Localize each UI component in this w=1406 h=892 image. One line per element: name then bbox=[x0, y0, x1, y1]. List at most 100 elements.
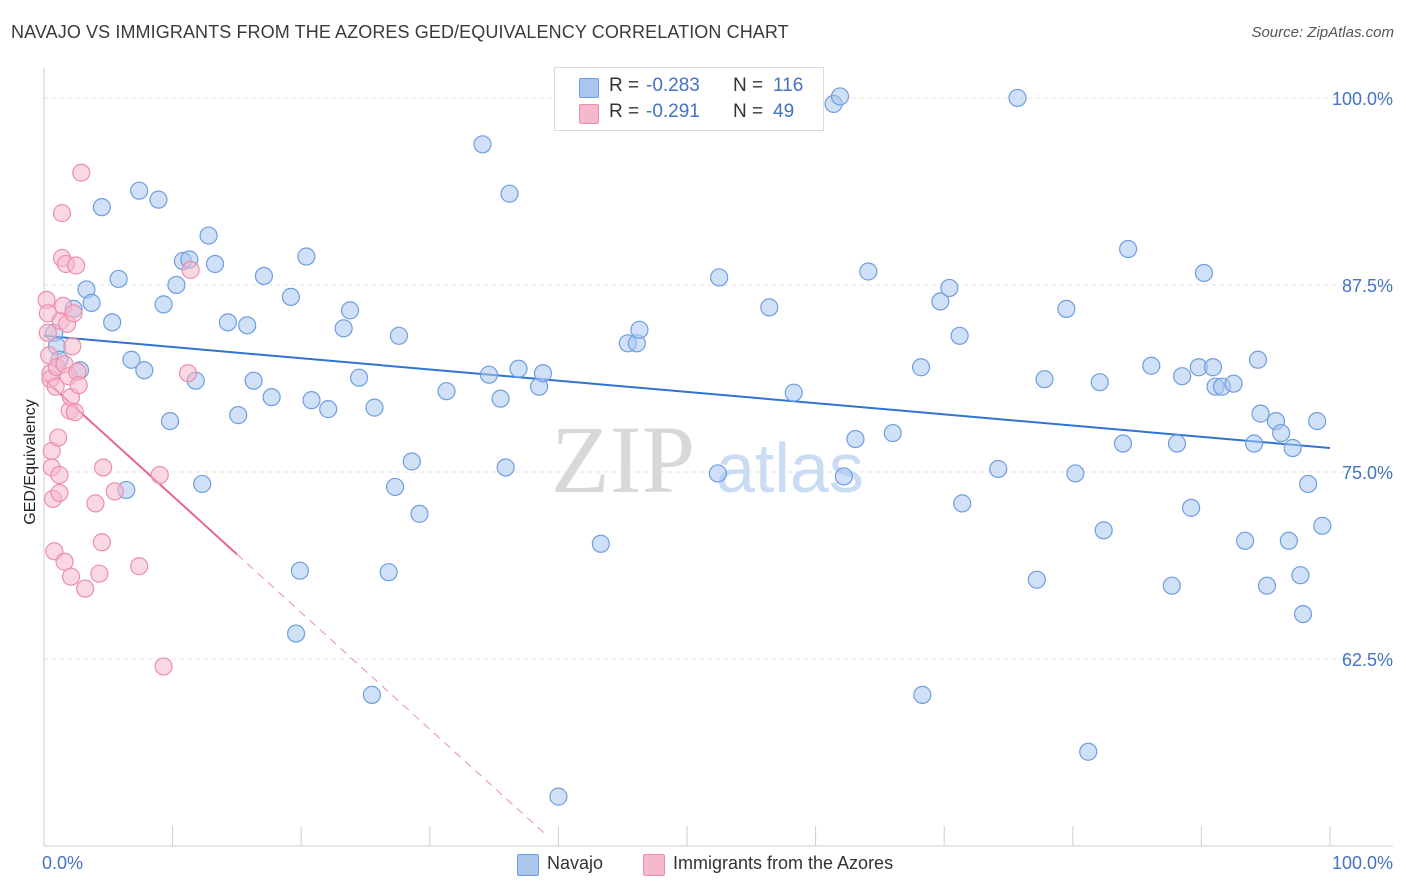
navajo-point bbox=[1118, 239, 1138, 259]
navajo-point bbox=[1245, 434, 1264, 453]
source-credit: Source: ZipAtlas.com bbox=[1251, 24, 1394, 41]
navajo-point bbox=[1283, 438, 1302, 458]
azores-point bbox=[46, 377, 65, 396]
navajo-point bbox=[1094, 521, 1113, 540]
azores-point bbox=[72, 163, 91, 182]
navajo-point bbox=[349, 368, 369, 387]
navajo-point bbox=[297, 247, 316, 266]
navajo-point bbox=[989, 459, 1008, 479]
chart-title: NAVAJO VS IMMIGRANTS FROM THE AZORES GED… bbox=[11, 22, 789, 42]
navajo-point bbox=[286, 624, 306, 643]
navajo-point bbox=[911, 358, 931, 377]
azores-point bbox=[63, 337, 82, 356]
y-tick-label: 75.0% bbox=[1342, 463, 1393, 483]
azores-point bbox=[50, 465, 69, 485]
x-tick-label: 0.0% bbox=[42, 853, 83, 873]
navajo-point bbox=[533, 364, 553, 383]
tick-labels: 62.5% 75.0% 87.5% 100.0% 0.0% 100.0% bbox=[42, 89, 1393, 873]
navajo-point bbox=[244, 371, 263, 390]
navajo-point bbox=[154, 295, 173, 314]
navajo-point bbox=[1291, 566, 1310, 585]
navajo-point bbox=[385, 477, 405, 497]
navajo-point bbox=[1027, 570, 1046, 589]
navajo-point bbox=[834, 467, 853, 486]
watermark: ZIP atlas bbox=[551, 406, 864, 513]
azores-point bbox=[50, 483, 69, 503]
legend-r-value: -0.291 bbox=[646, 101, 700, 122]
navajo-point bbox=[1182, 498, 1201, 517]
navajo-point bbox=[218, 313, 237, 332]
navajo-point bbox=[931, 292, 950, 311]
navajo-point bbox=[229, 406, 248, 425]
azores-point bbox=[178, 364, 198, 383]
navajo-point bbox=[262, 388, 281, 407]
watermark-zip: ZIP bbox=[551, 406, 695, 513]
navajo-point bbox=[340, 301, 360, 320]
navajo-point bbox=[630, 320, 649, 339]
navajo-point bbox=[1257, 576, 1277, 595]
legend-n-label: N = bbox=[733, 75, 764, 96]
navajo-point bbox=[473, 135, 492, 154]
legend-r-value: -0.283 bbox=[646, 75, 700, 96]
navajo-point bbox=[254, 266, 274, 286]
navajo-point bbox=[1236, 531, 1255, 550]
y-tick-label: 100.0% bbox=[1332, 89, 1393, 109]
navajo-point bbox=[437, 382, 456, 401]
navajo-point bbox=[122, 350, 141, 369]
watermark-atlas: atlas bbox=[716, 429, 864, 507]
navajo-point bbox=[784, 383, 803, 402]
legend-swatch-navajo bbox=[579, 78, 599, 98]
azores-point bbox=[64, 304, 83, 323]
azores-point bbox=[52, 204, 72, 223]
navajo-point bbox=[290, 561, 310, 580]
navajo-point bbox=[1079, 742, 1098, 761]
azores-point bbox=[61, 567, 81, 586]
navajo-point bbox=[319, 400, 338, 419]
navajo-point bbox=[1251, 404, 1270, 423]
navajo-point bbox=[135, 361, 154, 380]
navajo-point bbox=[591, 534, 610, 553]
navajo-point bbox=[362, 685, 382, 704]
navajo-point bbox=[1142, 356, 1161, 375]
azores-point bbox=[67, 256, 86, 275]
azores-point bbox=[65, 403, 84, 422]
navajo-point bbox=[1162, 576, 1181, 595]
navajo-point bbox=[402, 452, 421, 471]
azores-point bbox=[86, 494, 105, 513]
legend-n-label: N = bbox=[733, 101, 764, 122]
azores-point bbox=[38, 323, 57, 342]
y-axis-title: GED/Equivalency bbox=[22, 399, 39, 524]
navajo-point bbox=[379, 563, 398, 582]
bottom-legend-swatch-azores bbox=[643, 854, 665, 876]
azores-point bbox=[69, 376, 88, 395]
azores-point bbox=[105, 482, 124, 501]
navajo-trend-line bbox=[43, 334, 1331, 450]
navajo-point bbox=[1167, 434, 1187, 453]
navajo-point bbox=[549, 787, 568, 806]
legend-n-value: 116 bbox=[773, 75, 804, 96]
navajo-point bbox=[1113, 434, 1133, 453]
bottom-legend-swatch-navajo bbox=[517, 854, 539, 876]
navajo-point bbox=[950, 326, 969, 345]
navajo-point bbox=[883, 423, 902, 443]
navajo-point bbox=[479, 365, 499, 384]
navajo-point bbox=[103, 313, 122, 332]
bottom-legend-label-navajo: Navajo bbox=[547, 853, 604, 873]
bottom-legend-label-azores: Immigrants from the Azores bbox=[673, 853, 894, 873]
navajo-point bbox=[82, 293, 101, 312]
azores-point bbox=[181, 260, 200, 280]
navajo-point bbox=[1279, 531, 1298, 550]
navajo-point bbox=[1203, 358, 1223, 377]
navajo-point bbox=[334, 319, 353, 338]
azores-point bbox=[55, 552, 74, 571]
legend-n-value: 49 bbox=[773, 101, 795, 122]
navajo-point bbox=[199, 226, 218, 245]
azores-point bbox=[49, 428, 68, 447]
axes bbox=[43, 68, 1393, 847]
navajo-point bbox=[509, 359, 528, 378]
navajo-point bbox=[913, 685, 932, 704]
navajo-point bbox=[940, 278, 959, 298]
navajo-point bbox=[1173, 367, 1192, 386]
navajo-point bbox=[500, 184, 519, 203]
